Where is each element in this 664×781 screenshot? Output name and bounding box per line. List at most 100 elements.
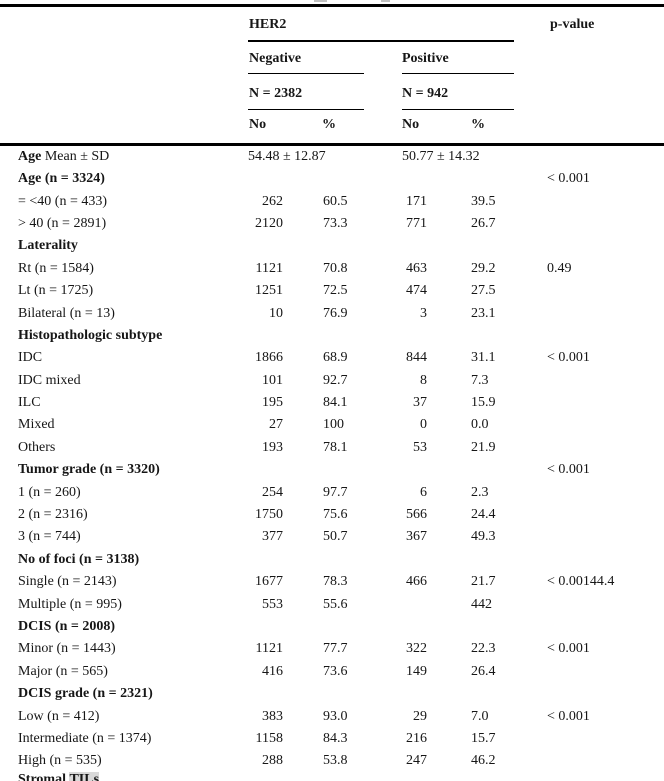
positive-count-cell: 771 xyxy=(406,215,427,231)
negative-percent-cell: 55.6 xyxy=(323,596,348,612)
table-row: Low (n = 412) 383 93.0 29 7.0 < 0.001 xyxy=(0,706,664,728)
negative-percent-cell: 76.9 xyxy=(323,305,348,321)
negative-count-cell: 1158 xyxy=(255,730,283,746)
row-label: 3 (n = 744) xyxy=(18,529,81,545)
table-row: Multiple (n = 995) 553 55.6 442 xyxy=(0,594,664,616)
negative-percent-cell: 60.5 xyxy=(323,193,348,209)
table-row: Histopathologic subtype xyxy=(0,325,664,347)
negative-percent-cell: 100 xyxy=(323,417,344,433)
row-label: Mixed xyxy=(18,417,55,433)
pvalue-cell: < 0.001 xyxy=(547,708,590,724)
positive-percent-cell: 29.2 xyxy=(471,260,496,276)
negative-count-cell: 1121 xyxy=(255,641,283,657)
header-body-divider-rule xyxy=(0,143,664,146)
table-row: 3 (n = 744) 377 50.7 367 49.3 xyxy=(0,526,664,548)
column-header-pvalue: p-value xyxy=(550,17,595,32)
row-label: Age (n = 3324) xyxy=(18,171,105,187)
table-top-rule xyxy=(0,4,664,7)
table-row: > 40 (n = 2891) 2120 73.3 771 26.7 xyxy=(0,213,664,235)
row-label: Age Mean ± SD xyxy=(18,148,110,164)
table-row: Lt (n = 1725) 1251 72.5 474 27.5 xyxy=(0,280,664,302)
table-row: ILC 195 84.1 37 15.9 xyxy=(0,392,664,414)
column-header-negative: Negative xyxy=(249,51,302,66)
negative-count-header: No xyxy=(249,117,267,132)
row-label: Bilateral (n = 13) xyxy=(18,305,115,321)
row-label: No of foci (n = 3138) xyxy=(18,551,140,567)
positive-percent-cell: 0.0 xyxy=(471,417,489,433)
positive-percent-cell: 7.0 xyxy=(471,708,489,724)
negative-percent-cell: 77.7 xyxy=(323,641,348,657)
positive-percent-cell: 26.4 xyxy=(471,663,496,679)
negative-count-cell: 1121 xyxy=(255,260,283,276)
positive-count-header: No xyxy=(402,117,420,132)
positive-count-cell: 29 xyxy=(413,708,427,724)
row-label: High (n = 535) xyxy=(18,753,102,769)
row-label: Rt (n = 1584) xyxy=(18,260,94,276)
row-label: ILC xyxy=(18,395,41,411)
table-row: Age (n = 3324) < 0.001 xyxy=(0,168,664,190)
negative-percent-cell: 78.3 xyxy=(323,574,348,590)
positive-percent-cell: 21.9 xyxy=(471,439,496,455)
negative-percent-cell: 68.9 xyxy=(323,350,348,366)
negative-count-cell: 195 xyxy=(262,395,283,411)
row-label: Others xyxy=(18,439,56,455)
row-label: Lt (n = 1725) xyxy=(18,283,94,299)
positive-percent-cell: 22.3 xyxy=(471,641,496,657)
positive-count-cell: 367 xyxy=(406,529,427,545)
negative-count-cell: 1866 xyxy=(255,350,283,366)
row-label: Low (n = 412) xyxy=(18,708,100,724)
table-row: No of foci (n = 3138) xyxy=(0,549,664,571)
positive-count-cell: 247 xyxy=(406,753,427,769)
negative-n-rule xyxy=(248,108,364,111)
positive-percent-cell: 31.1 xyxy=(471,350,496,366)
negative-count-cell: 10 xyxy=(269,305,283,321)
negative-percent-cell: 50.7 xyxy=(323,529,348,545)
table-row: Others 193 78.1 53 21.9 xyxy=(0,437,664,459)
positive-count-cell: 466 xyxy=(406,574,427,590)
pvalue-cell: < 0.001 xyxy=(547,641,590,657)
negative-count-cell: 416 xyxy=(262,663,283,679)
column-header-positive: Positive xyxy=(402,51,449,66)
cropped-caption-fragment xyxy=(381,0,390,2)
row-label: Laterality xyxy=(18,238,78,254)
positive-percent-header: % xyxy=(471,117,485,132)
row-label: IDC mixed xyxy=(18,372,81,388)
row-label: Major (n = 565) xyxy=(18,663,108,679)
positive-count-cell: 566 xyxy=(406,507,427,523)
negative-percent-cell: 93.0 xyxy=(323,708,348,724)
negative-count-cell: 377 xyxy=(262,529,283,545)
positive-percent-cell: 26.7 xyxy=(471,215,496,231)
negative-percent-cell: 92.7 xyxy=(323,372,348,388)
positive-count-cell: 844 xyxy=(406,350,427,366)
her2-group-rule xyxy=(248,40,514,42)
table-row: Intermediate (n = 1374) 1158 84.3 216 15… xyxy=(0,728,664,750)
positive-count-cell: 149 xyxy=(406,663,427,679)
pvalue-cell: < 0.001 xyxy=(547,350,590,366)
negative-group-rule xyxy=(248,72,364,75)
row-label: = <40 (n = 433) xyxy=(18,193,108,209)
negative-count-cell: 254 xyxy=(262,484,283,500)
cutoff-bottom-row: Stromal TILs xyxy=(18,770,100,781)
positive-count-cell: 474 xyxy=(406,283,427,299)
table-row: High (n = 535) 288 53.8 247 46.2 xyxy=(0,750,664,772)
column-group-header-her2: HER2 xyxy=(249,17,287,32)
negative-count-cell: 1750 xyxy=(255,507,283,523)
negative-percent-cell: 75.6 xyxy=(323,507,348,523)
negative-count-cell: 101 xyxy=(262,372,283,388)
negative-count-cell: 1251 xyxy=(255,283,283,299)
row-label: Tumor grade (n = 3320) xyxy=(18,462,160,478)
row-label: Histopathologic subtype xyxy=(18,327,163,343)
positive-percent-cell: 15.9 xyxy=(471,395,496,411)
table-row: DCIS (n = 2008) xyxy=(0,616,664,638)
cutoff-row-highlighted-text: TILs xyxy=(69,772,100,781)
positive-percent-cell: 2.3 xyxy=(471,484,489,500)
positive-percent-cell: 7.3 xyxy=(471,372,489,388)
table-row: IDC 1866 68.9 844 31.1 < 0.001 xyxy=(0,347,664,369)
negative-percent-header: % xyxy=(322,117,336,132)
positive-percent-cell: 21.7 xyxy=(471,574,496,590)
positive-count-cell: 0 xyxy=(420,417,427,433)
positive-percent-cell: 23.1 xyxy=(471,305,496,321)
positive-n-rule xyxy=(402,108,514,111)
table-row: Bilateral (n = 13) 10 76.9 3 23.1 xyxy=(0,303,664,325)
row-label: > 40 (n = 2891) xyxy=(18,215,107,231)
